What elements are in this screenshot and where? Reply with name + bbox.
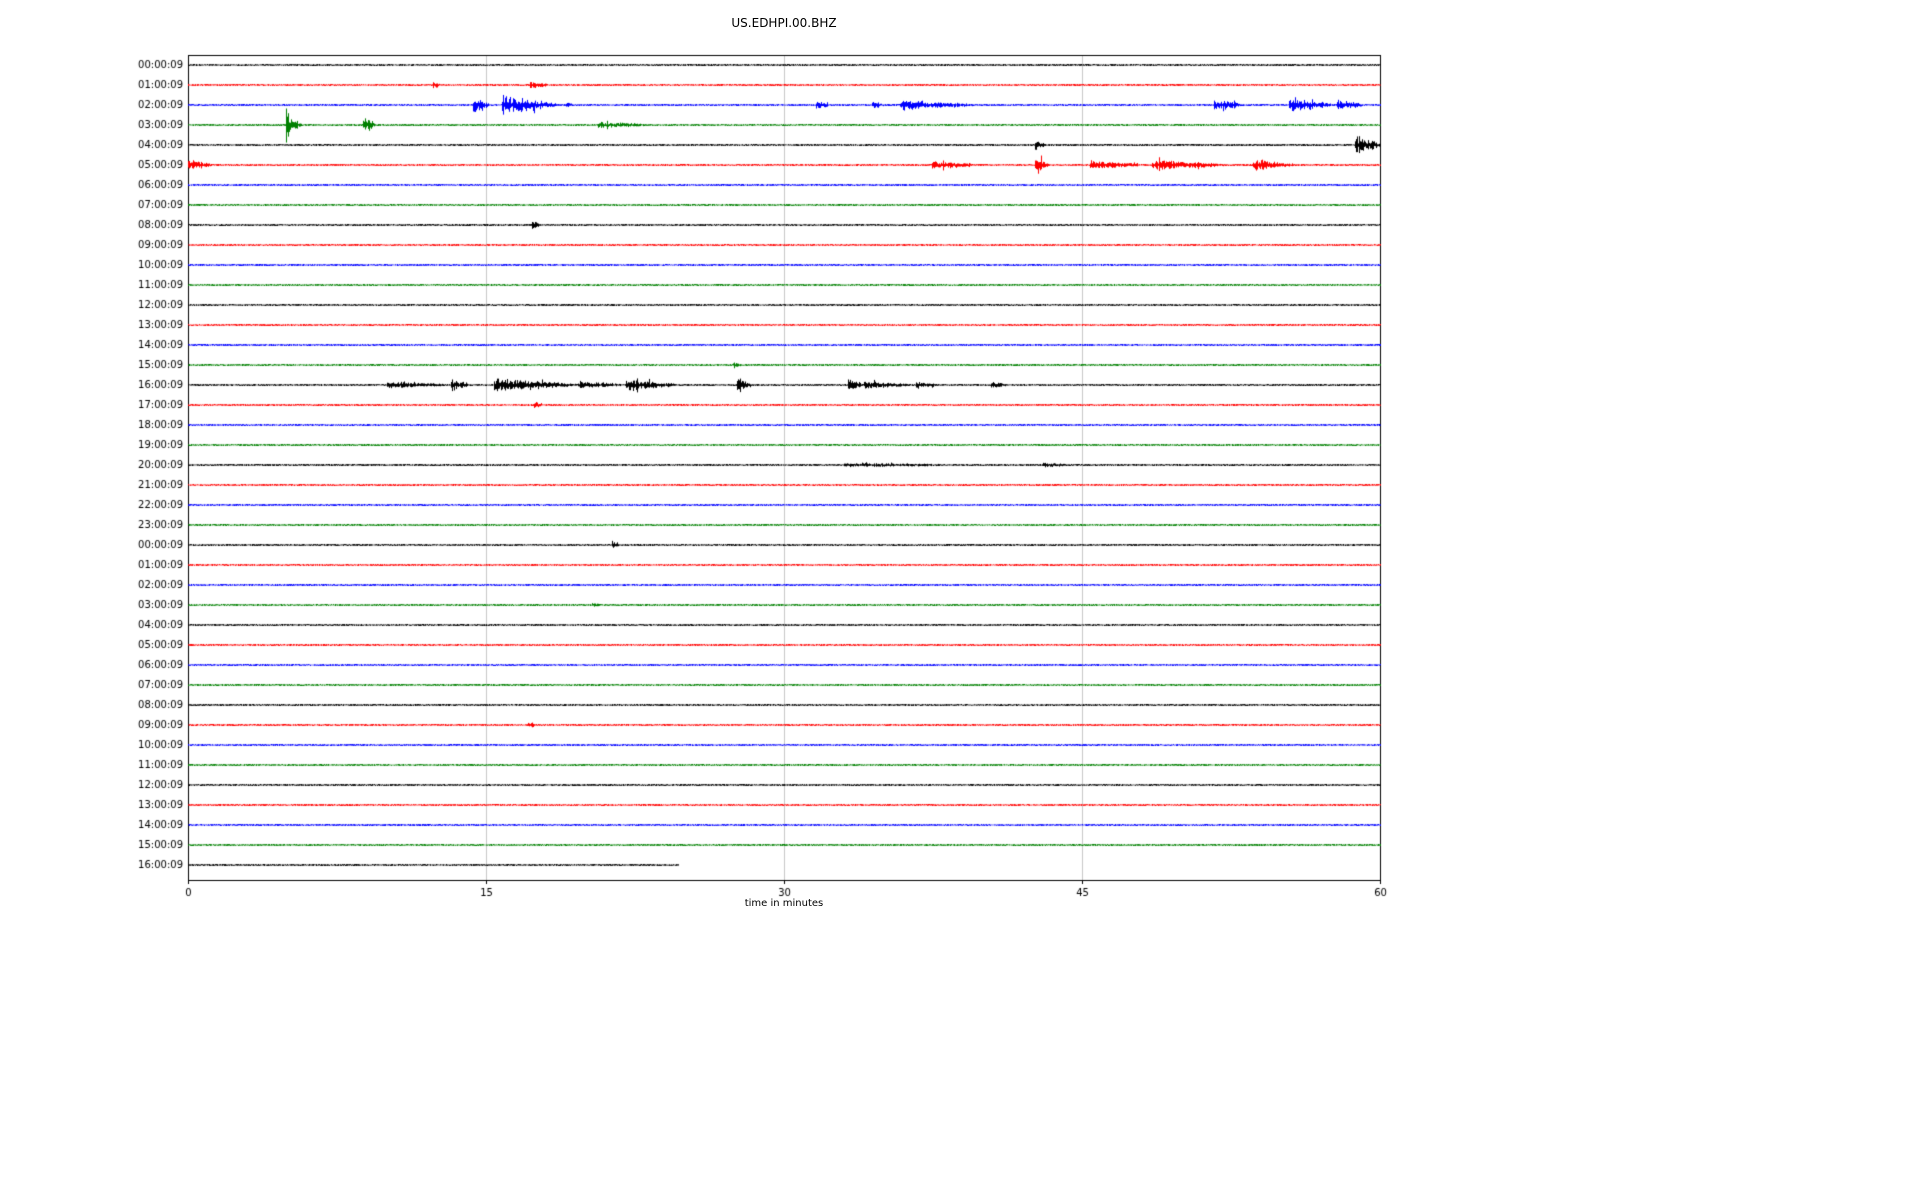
chart-title: US.EDHPI.00.BHZ: [731, 16, 837, 30]
x-axis-label: time in minutes: [744, 898, 824, 909]
